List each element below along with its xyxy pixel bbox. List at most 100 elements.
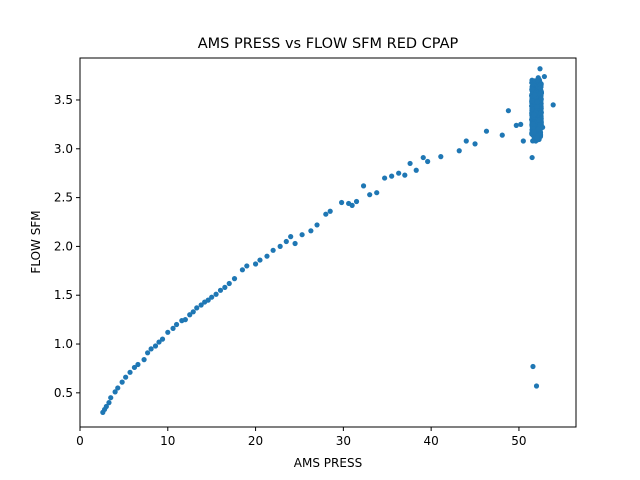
- data-point: [165, 329, 171, 335]
- data-points: [100, 66, 556, 415]
- data-point: [135, 361, 141, 368]
- cluster-point: [518, 121, 524, 127]
- cluster-point: [534, 103, 540, 110]
- x-tick-label: 40: [424, 434, 439, 448]
- data-point: [499, 132, 505, 138]
- data-point: [382, 175, 388, 181]
- cluster-point: [529, 105, 535, 112]
- data-point: [182, 317, 188, 323]
- data-point: [327, 208, 333, 214]
- cluster-point: [529, 98, 535, 104]
- data-point: [402, 172, 408, 178]
- data-point: [288, 234, 294, 240]
- y-tick-label: 0.5: [54, 386, 73, 400]
- data-point: [112, 389, 118, 395]
- plot-frame: [79, 57, 577, 428]
- data-point: [148, 346, 154, 352]
- x-axis-ticks: 0 10 20 30 40 50: [76, 427, 527, 448]
- cluster-point: [541, 73, 548, 80]
- data-point: [277, 243, 283, 249]
- cluster-point: [534, 99, 541, 105]
- data-point: [123, 374, 129, 380]
- data-point: [396, 170, 402, 176]
- data-point: [190, 309, 196, 315]
- y-tick-label: 2.5: [54, 191, 73, 205]
- data-point: [141, 357, 147, 363]
- y-tick-label: 1.5: [54, 288, 73, 302]
- data-point: [438, 154, 444, 160]
- cluster-point: [538, 106, 544, 112]
- data-point: [299, 232, 305, 238]
- data-point: [156, 339, 162, 345]
- data-point: [187, 312, 193, 318]
- data-point: [257, 257, 263, 263]
- data-point: [533, 383, 540, 389]
- data-point: [239, 267, 246, 273]
- y-axis-label: FLOW SFM: [29, 210, 43, 273]
- y-tick-label: 3.5: [54, 93, 73, 107]
- data-point: [244, 263, 250, 269]
- x-tick-label: 50: [511, 434, 526, 448]
- cluster-point: [534, 135, 540, 141]
- cluster-point: [537, 85, 543, 91]
- data-point: [530, 363, 536, 370]
- data-point: [170, 325, 176, 331]
- data-point: [463, 138, 469, 144]
- data-point: [198, 302, 204, 308]
- data-point: [231, 276, 238, 282]
- x-tick-label: 20: [248, 434, 263, 448]
- data-point: [145, 350, 151, 356]
- data-point: [209, 294, 215, 300]
- chart-title: AMS PRESS vs FLOW SFM RED CPAP: [198, 36, 459, 52]
- data-point: [205, 297, 211, 303]
- y-tick-label: 3.0: [54, 142, 73, 156]
- data-point: [367, 192, 373, 198]
- data-point: [108, 395, 114, 401]
- data-point: [115, 385, 121, 391]
- x-axis-label: AMS PRESS: [294, 456, 362, 470]
- data-point: [374, 190, 380, 196]
- data-point: [456, 148, 462, 154]
- cluster-point: [538, 90, 544, 96]
- data-point: [159, 336, 166, 342]
- cluster-point: [529, 86, 535, 92]
- cluster-point: [531, 111, 537, 118]
- data-point: [483, 128, 490, 134]
- data-point: [152, 343, 159, 349]
- y-tick-label: 2.0: [54, 239, 73, 253]
- data-point: [103, 403, 109, 410]
- data-point: [264, 253, 270, 259]
- data-point: [283, 238, 289, 245]
- data-point: [520, 138, 526, 144]
- data-point: [505, 108, 511, 114]
- data-point: [389, 173, 395, 179]
- cluster-point: [540, 124, 546, 130]
- cluster-point: [530, 121, 536, 127]
- data-point: [222, 284, 228, 290]
- data-point: [420, 154, 426, 161]
- cluster-point: [550, 102, 556, 108]
- data-point: [425, 158, 431, 165]
- data-point: [131, 364, 138, 371]
- data-point: [472, 141, 478, 147]
- data-point: [353, 198, 360, 205]
- data-point: [270, 247, 276, 253]
- data-point: [407, 160, 413, 167]
- cluster-point: [532, 92, 538, 98]
- data-point: [292, 240, 298, 247]
- y-axis-ticks: 0.5 1.0 1.5 2.0 2.5 3.0 3.5: [54, 93, 80, 400]
- data-point: [106, 400, 112, 406]
- cluster-point: [531, 129, 537, 135]
- data-point: [339, 199, 345, 206]
- x-tick-label: 10: [160, 434, 175, 448]
- y-tick-label: 1.0: [54, 337, 73, 351]
- cluster-point: [536, 126, 542, 132]
- data-point: [413, 167, 419, 173]
- cluster-point: [535, 77, 541, 83]
- data-point: [323, 211, 329, 217]
- data-point: [349, 202, 355, 208]
- data-point: [308, 228, 314, 234]
- data-point: [226, 280, 232, 287]
- data-point: [252, 261, 259, 267]
